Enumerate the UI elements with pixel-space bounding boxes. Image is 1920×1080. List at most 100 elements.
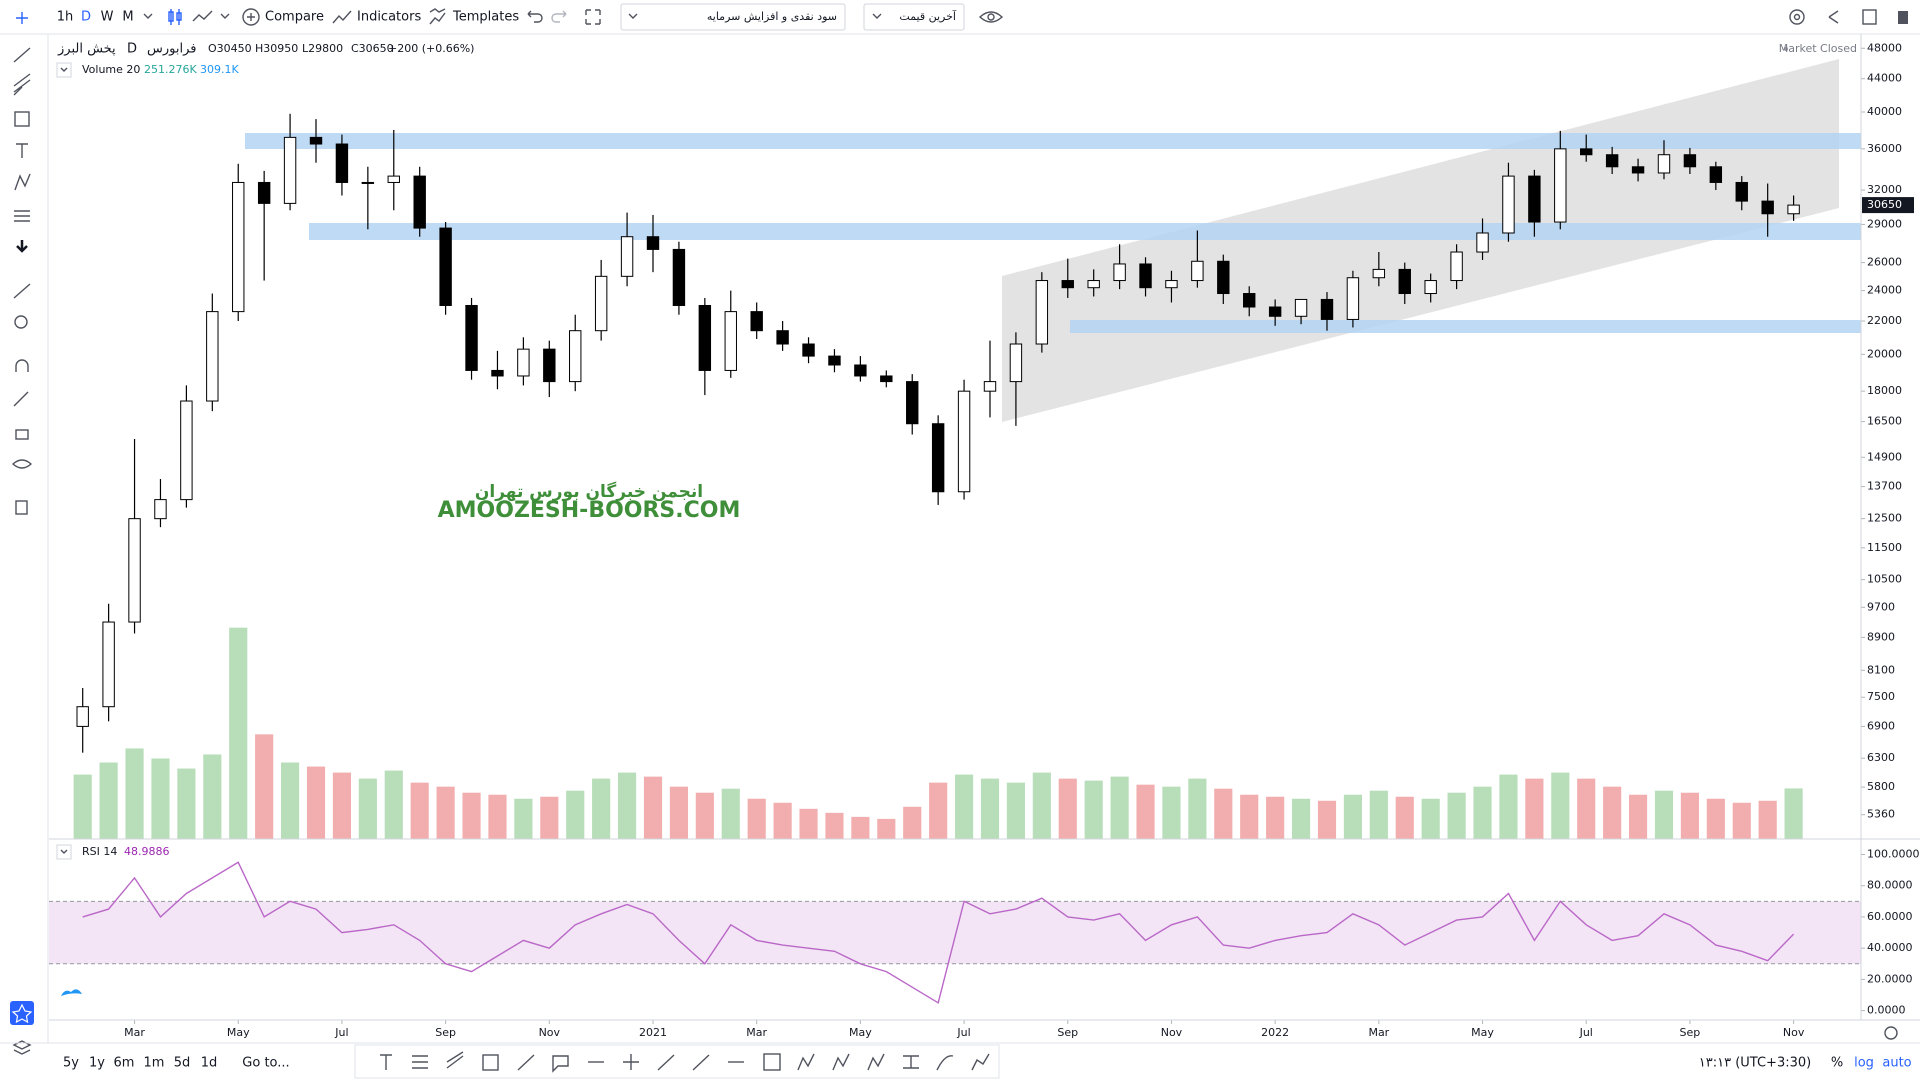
goto-button[interactable]: Go to... [242, 1056, 289, 1071]
volume-bar [773, 802, 792, 839]
log-toggle[interactable]: log [1854, 1056, 1874, 1071]
eye-button[interactable] [987, 13, 995, 21]
fullscreen-button[interactable] [585, 9, 601, 25]
prediction-tool[interactable] [14, 210, 30, 222]
volume-bar [1551, 772, 1570, 839]
templates-button[interactable]: Templates [452, 10, 519, 25]
volume-bar [488, 794, 507, 839]
y-tick-label: 40000 [1867, 105, 1902, 118]
indicators-button[interactable]: Indicators [357, 10, 421, 25]
candle-body [1113, 263, 1126, 282]
zoom-tool[interactable] [14, 315, 28, 329]
tool-icon[interactable] [482, 1054, 499, 1071]
layers-button[interactable] [12, 1040, 32, 1055]
candle-body [620, 236, 634, 277]
tool-icon[interactable] [446, 1051, 464, 1069]
favorites-button[interactable] [10, 1001, 34, 1025]
fib-tool[interactable] [13, 73, 31, 96]
crosshair-tool[interactable] [16, 12, 28, 24]
range-button[interactable]: 1m [144, 1056, 165, 1071]
volume-bar [203, 754, 222, 839]
collapse-button[interactable] [56, 844, 72, 860]
range-button[interactable]: 1d [201, 1056, 218, 1071]
range-button[interactable]: 5d [174, 1056, 191, 1071]
channel-drawing[interactable] [1002, 59, 1839, 422]
dividends-dropdown[interactable] [620, 3, 846, 31]
volume-bar [1758, 800, 1777, 839]
magnet-tool[interactable] [15, 359, 29, 372]
volume-bar [695, 792, 714, 839]
collapse-button[interactable] [56, 62, 72, 78]
share-button[interactable] [1828, 10, 1839, 24]
remove-tool[interactable] [15, 500, 28, 515]
line-type-button[interactable] [192, 10, 213, 22]
range-button[interactable]: 1y [89, 1056, 105, 1071]
resistance-zone[interactable] [245, 133, 1861, 149]
indicators-icon[interactable] [332, 10, 352, 24]
percent-toggle[interactable]: % [1831, 1056, 1843, 1071]
tool-icon[interactable] [832, 1053, 850, 1071]
tool-icon[interactable] [936, 1055, 954, 1071]
redo-button[interactable] [551, 10, 567, 23]
candle-body [1502, 175, 1515, 234]
trendline-tool[interactable] [13, 47, 31, 63]
tool-icon[interactable] [380, 1054, 392, 1070]
tool-icon[interactable] [797, 1053, 815, 1071]
candle-body [387, 175, 400, 183]
tool-icon[interactable] [657, 1054, 675, 1071]
auto-toggle[interactable]: auto [1882, 1056, 1911, 1071]
undo-button[interactable] [527, 10, 543, 23]
icon-tool[interactable] [16, 240, 28, 253]
tool-icon[interactable] [867, 1053, 885, 1071]
tool-icon[interactable] [763, 1053, 781, 1071]
tool-icon[interactable] [971, 1053, 990, 1071]
compare-icon[interactable] [247, 13, 255, 21]
interval-button[interactable]: D [81, 10, 91, 25]
tool-icon[interactable] [903, 1055, 919, 1069]
drawings [245, 59, 1861, 422]
volume-bar [1421, 798, 1440, 839]
tool-icon[interactable] [412, 1055, 428, 1069]
candle-body [1191, 260, 1204, 282]
snapshot-button[interactable] [1862, 9, 1877, 25]
volume-bar [643, 776, 663, 839]
y-tick-label: 14900 [1867, 450, 1902, 463]
axis-settings[interactable] [1884, 1026, 1898, 1040]
ruler-tool[interactable] [13, 283, 31, 299]
eye-button[interactable] [978, 11, 1004, 23]
pattern-tool[interactable] [14, 173, 31, 191]
shape-tool[interactable] [14, 111, 30, 127]
candle-body [1605, 154, 1619, 168]
interval-button[interactable]: W [101, 10, 114, 25]
settings-button[interactable] [1793, 13, 1801, 21]
interval-button[interactable]: 1h [57, 10, 74, 25]
templates-icon[interactable] [429, 8, 446, 25]
tool-icon[interactable] [692, 1054, 710, 1071]
interval-button[interactable]: M [122, 10, 133, 25]
tool-icon[interactable] [517, 1054, 535, 1071]
draw-mode-tool[interactable] [13, 391, 29, 407]
settings-button[interactable] [1789, 9, 1805, 25]
trash-button[interactable] [1898, 11, 1908, 24]
support-zone[interactable] [309, 223, 1861, 240]
compare-icon[interactable] [242, 8, 260, 26]
volume-bar [540, 796, 559, 839]
volume-bar [1577, 778, 1596, 839]
candle-body [232, 181, 245, 313]
range-button[interactable]: 5y [63, 1056, 79, 1071]
chart-type-menu[interactable] [220, 13, 230, 19]
tool-icon[interactable] [552, 1055, 569, 1073]
support-zone[interactable] [1070, 320, 1861, 333]
chart-type-button[interactable] [168, 9, 182, 25]
compare-button[interactable]: Compare [265, 10, 324, 25]
interval-menu[interactable] [143, 13, 153, 19]
tool-icon[interactable] [623, 1054, 639, 1070]
price-type-dropdown[interactable] [863, 3, 965, 31]
lock-tool[interactable] [15, 429, 29, 440]
visibility-tool[interactable] [11, 459, 33, 469]
text-tool[interactable] [16, 143, 28, 158]
range-button[interactable]: 6m [114, 1056, 135, 1071]
candle-body [1580, 148, 1593, 156]
volume-bar [125, 748, 144, 839]
x-tick-label: 2022 [1261, 1026, 1289, 1039]
